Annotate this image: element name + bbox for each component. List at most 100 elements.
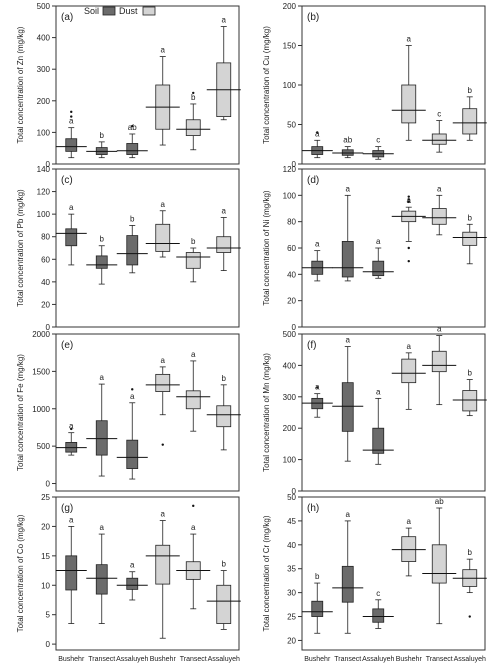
panel-label: (e) — [61, 340, 73, 351]
box-transect-dust: c — [422, 110, 457, 153]
y-tick-label: 0 — [292, 487, 297, 496]
y-tick-label: 0 — [46, 480, 51, 489]
significance-letter: a — [315, 240, 320, 249]
panel-label: (f) — [307, 340, 316, 351]
significance-letter: a — [69, 117, 74, 126]
box-transect-dust: a — [176, 350, 211, 432]
significance-letter: a — [346, 510, 351, 519]
significance-letter: b — [222, 374, 227, 383]
y-tick-label: 120 — [283, 165, 297, 174]
box-bushehr-soil: a — [55, 515, 87, 624]
x-tick-label: Assaluyeh — [208, 656, 240, 663]
outlier-point — [407, 200, 410, 204]
panel-label: (h) — [307, 503, 319, 514]
y-axis-label: Total concentration of Cu (mg/kg) — [262, 26, 271, 144]
y-tick-label: 100 — [283, 81, 297, 90]
x-tick-label: Transect — [180, 656, 207, 663]
box-bushehr-soil: a — [55, 110, 87, 159]
y-tick-label: 200 — [37, 97, 51, 106]
x-tick-label: Transect — [426, 656, 453, 663]
panel-frame — [55, 333, 240, 492]
outlier-point — [161, 443, 164, 446]
box-transect-dust: b — [176, 91, 211, 151]
box-assaluyeh-soil: a — [362, 387, 394, 465]
box-transect-soil: ab — [332, 136, 364, 159]
box-bushehr-soil: b — [301, 572, 333, 634]
y-tick-label: 2000 — [32, 330, 50, 339]
box-transect-dust: a — [422, 325, 457, 406]
y-tick-label: 300 — [283, 393, 297, 402]
y-tick-label: 200 — [283, 424, 297, 433]
box-transect-soil: a — [332, 336, 364, 462]
y-tick-label: 50 — [287, 493, 296, 502]
box-bushehr-soil: a — [301, 383, 333, 418]
box-iqr — [372, 427, 385, 454]
y-tick-label: 20 — [41, 522, 50, 531]
box-assaluyeh-dust: a — [206, 207, 241, 271]
box-assaluyeh-dust: b — [452, 86, 487, 141]
significance-letter: a — [100, 523, 105, 532]
box-iqr — [185, 119, 201, 136]
box-iqr — [431, 208, 447, 225]
outlier-point — [70, 110, 73, 114]
y-tick-label: 60 — [287, 244, 296, 253]
box-iqr — [126, 143, 139, 155]
box-iqr — [431, 544, 447, 584]
box-bushehr-soil: a — [55, 422, 87, 456]
box-assaluyeh-soil: b — [116, 214, 148, 274]
y-axis-label: Total concentration of Cr (mg/kg) — [262, 515, 271, 631]
box-iqr — [95, 255, 108, 269]
panel-label: (b) — [307, 12, 319, 23]
box-iqr — [155, 373, 171, 392]
box-iqr — [341, 382, 354, 432]
box-iqr — [462, 390, 478, 412]
panel-label: (g) — [61, 503, 73, 514]
significance-letter: c — [437, 110, 441, 119]
panel-h: 20 25 30 35 40 45 50 Total concentration of Cr … — [262, 493, 487, 663]
box-assaluyeh-dust: b — [206, 560, 241, 630]
significance-letter: a — [191, 523, 196, 532]
significance-letter: a — [315, 383, 320, 392]
significance-letter: b — [468, 548, 473, 557]
box-assaluyeh-soil: ab — [116, 123, 148, 159]
significance-letter: a — [69, 203, 74, 212]
box-transect-soil: a — [86, 523, 118, 624]
significance-letter: a — [222, 207, 227, 216]
y-tick-label: 45 — [287, 517, 296, 526]
panel-frame — [301, 5, 486, 165]
box-bushehr-dust: a — [145, 200, 180, 258]
y-tick-label: 5 — [46, 611, 51, 620]
box-transect-soil: a — [332, 510, 364, 634]
panel-b: 0 50 100 150 200 Total concentration of Cu (m… — [262, 2, 487, 169]
significance-letter: b — [468, 369, 473, 378]
y-tick-label: 0 — [46, 323, 51, 332]
significance-letter: b — [191, 93, 196, 102]
outlier-point — [192, 504, 195, 508]
box-iqr — [65, 228, 78, 247]
significance-letter: a — [437, 325, 442, 334]
box-iqr — [155, 544, 171, 585]
x-tick-label: Transect — [334, 656, 361, 663]
y-axis-label: Total concentration of Pb (mg/kg) — [16, 189, 25, 307]
outlier-point — [407, 259, 410, 263]
legend-label-dust: Dust — [119, 6, 138, 16]
box-assaluyeh-dust: a — [206, 16, 241, 121]
y-axis-label: Total concentration of Zn (mg/kg) — [16, 26, 25, 143]
significance-letter: a — [315, 129, 320, 138]
y-axis-label: Total concentration of Fe (mg/kg) — [16, 354, 25, 471]
significance-letter: ab — [343, 136, 352, 145]
significance-letter: c — [376, 589, 380, 598]
significance-letter: ab — [128, 123, 137, 132]
outlier-point — [70, 115, 73, 118]
box-transect-dust: b — [176, 237, 211, 283]
box-iqr — [462, 231, 478, 246]
box-iqr — [462, 108, 478, 135]
y-tick-label: 20 — [287, 636, 296, 645]
box-assaluyeh-soil: a — [116, 388, 148, 480]
box-iqr — [401, 84, 417, 124]
panel-frame — [55, 5, 240, 165]
box-assaluyeh-soil: a — [362, 237, 394, 279]
box-bushehr-dust: a — [145, 356, 180, 446]
panel-e: 0 500 1000 1500 2000 Total concentration of F… — [16, 330, 241, 492]
